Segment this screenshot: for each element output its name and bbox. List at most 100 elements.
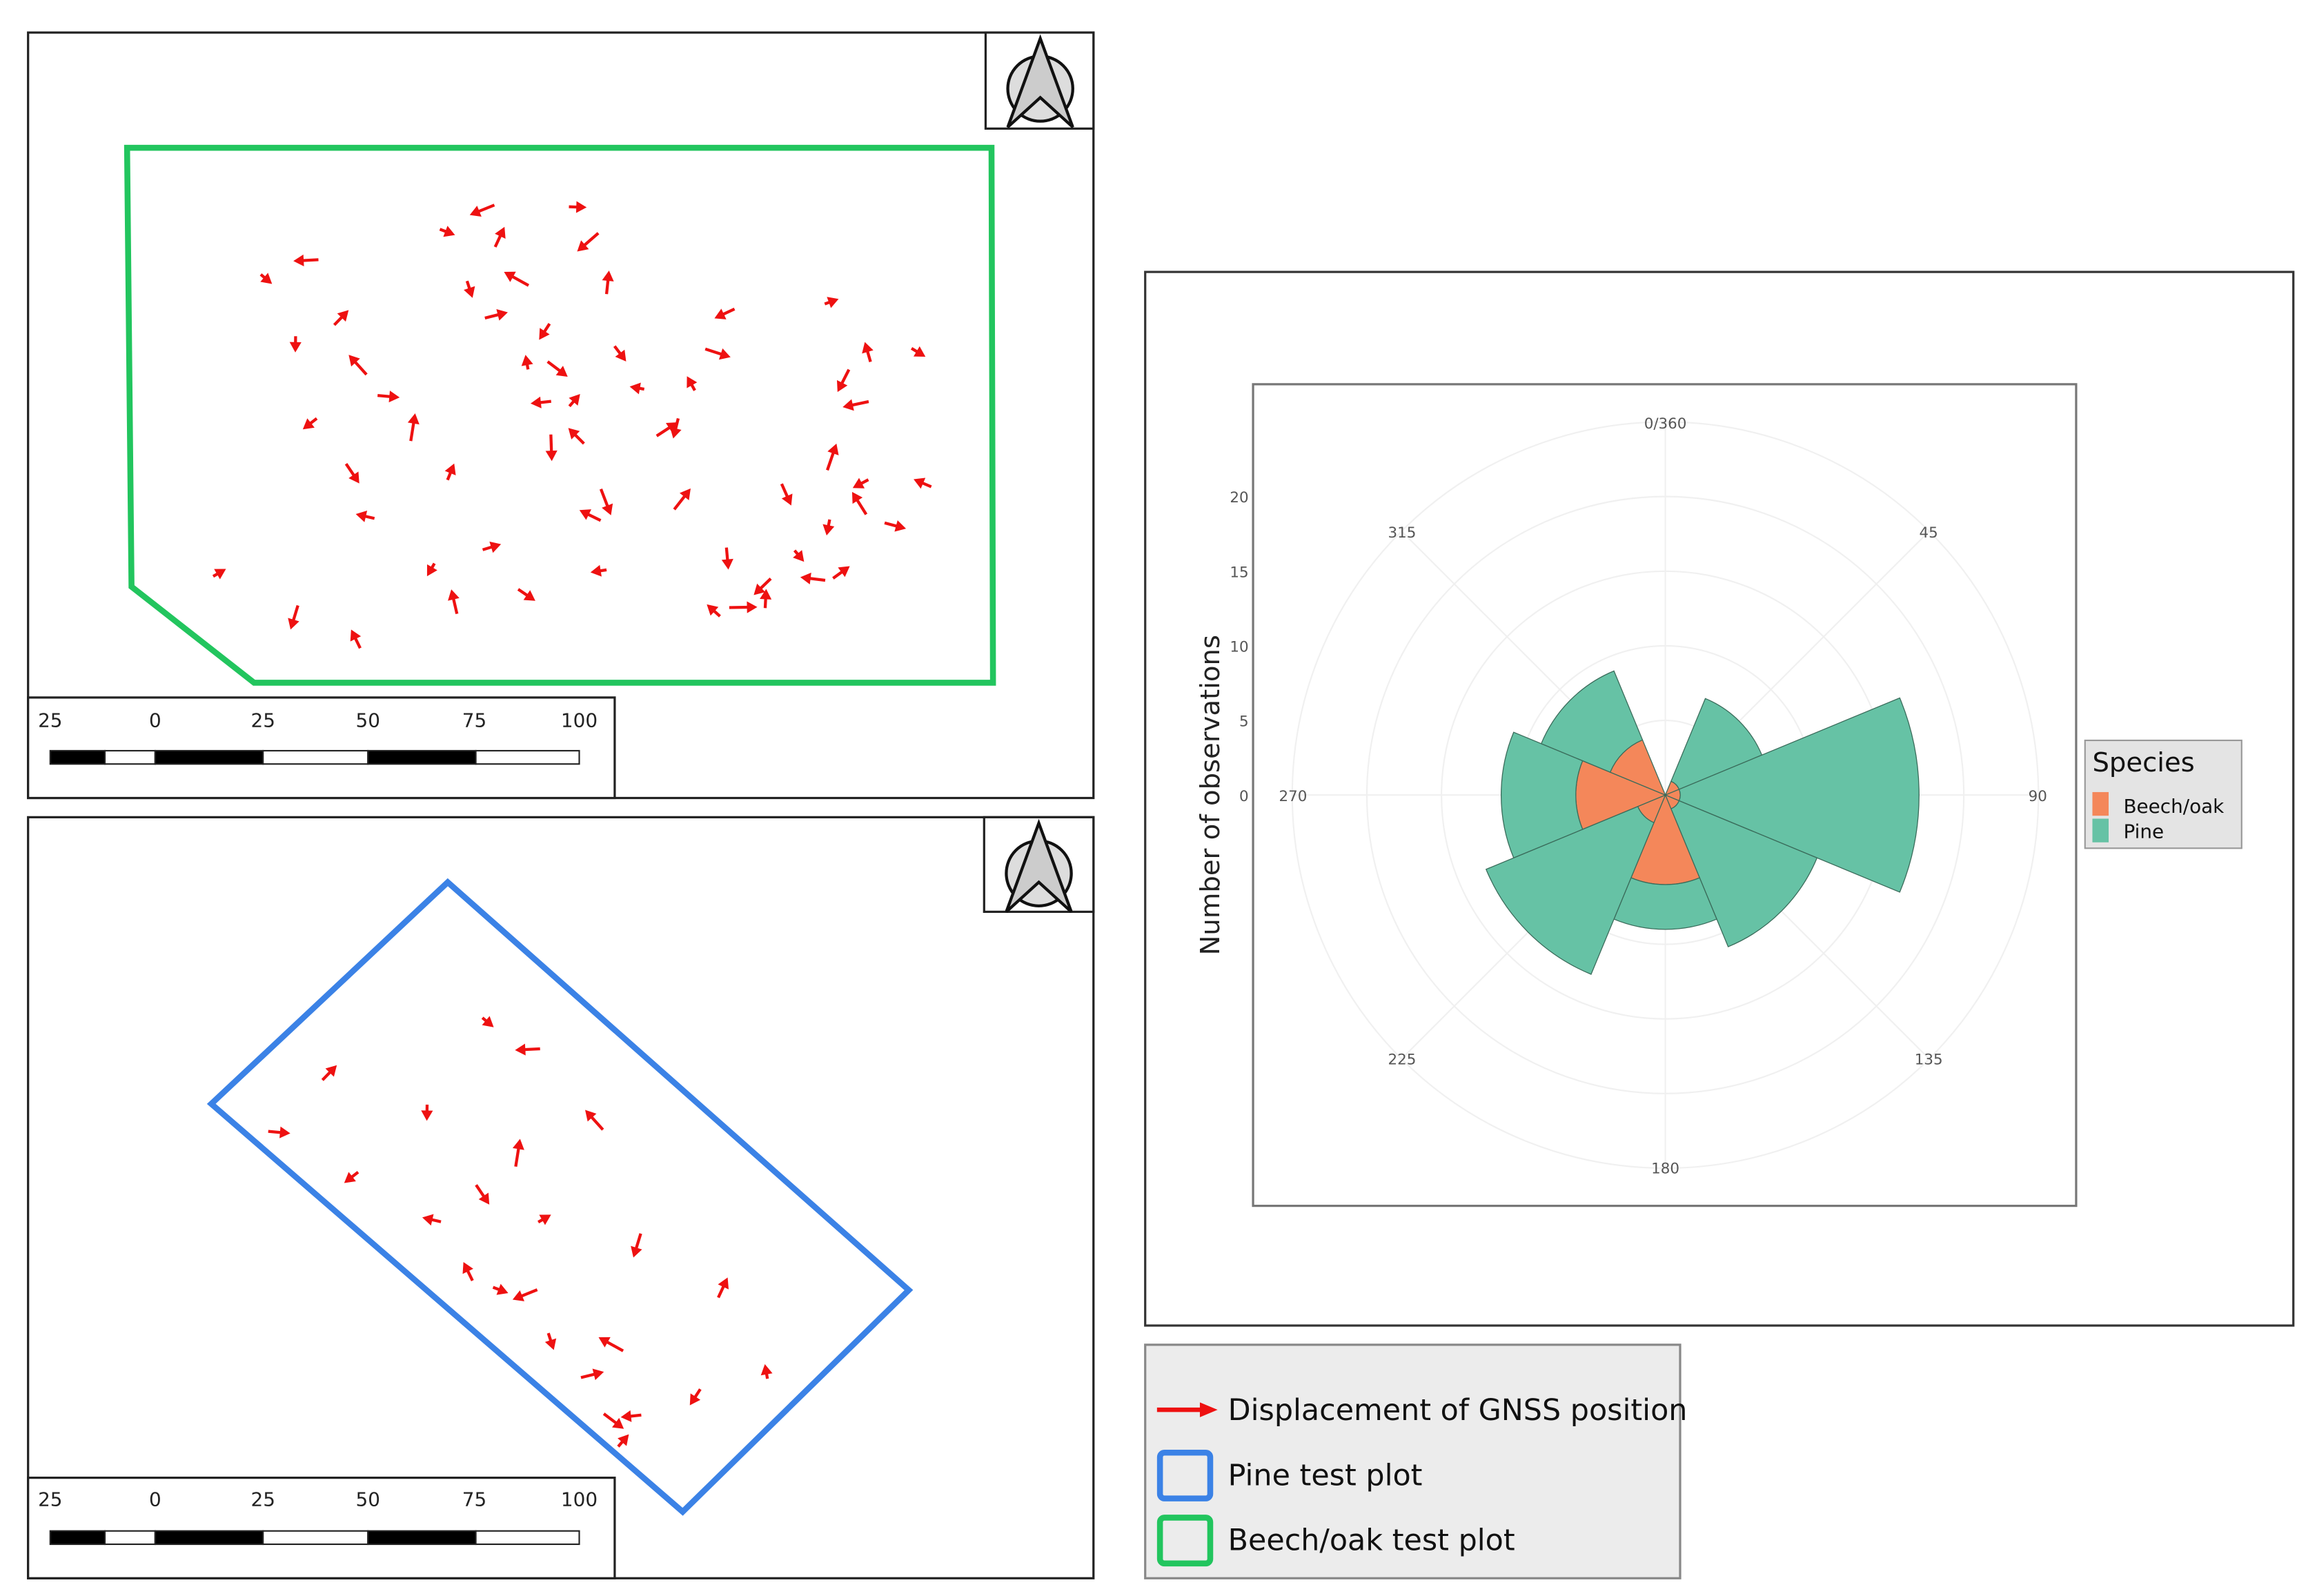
displacement-arrow — [729, 601, 758, 613]
displacement-arrow — [568, 393, 580, 408]
displacement-arrow — [884, 520, 907, 532]
wedge-pine — [1501, 731, 1584, 859]
displacement-arrow — [462, 1261, 474, 1281]
angle-label: 180 — [1651, 1160, 1679, 1177]
displacement-arrow — [620, 1410, 642, 1422]
displacement-arrow — [753, 577, 772, 595]
displacement-arrow — [530, 396, 551, 408]
displacement-arrow — [484, 308, 509, 321]
displacement-arrow — [569, 201, 587, 213]
displacement-arrow — [862, 342, 874, 362]
displacement-arrow — [259, 273, 273, 284]
beech-oak-map: 25 0 25 50 75 100 — [27, 31, 1095, 800]
legend-key-pine — [2092, 818, 2109, 843]
pine-plot-boundary — [206, 878, 914, 1516]
displacement-arrow — [673, 488, 691, 511]
scale-segment — [262, 1530, 369, 1546]
legend-key-beech-oak — [2092, 791, 2109, 816]
scale-label: 25 — [250, 1488, 275, 1510]
displacement-arrow — [629, 382, 645, 395]
displacement-arrow — [914, 477, 932, 489]
species-legend: Species Beech/oak Pine — [2084, 739, 2242, 849]
scale-segment — [103, 749, 156, 765]
displacement-arrow — [822, 519, 835, 536]
scale-label: 75 — [462, 709, 486, 732]
displacement-arrow — [439, 226, 455, 237]
angle-label: 225 — [1388, 1051, 1417, 1068]
y-tick-label: 20 — [1230, 489, 1248, 506]
displacement-arrow — [268, 1126, 290, 1139]
displacement-arrow — [599, 488, 613, 515]
displacement-arrow — [717, 1277, 729, 1299]
displacement-arrow — [407, 413, 420, 442]
displacement-arrow — [350, 629, 362, 649]
displacement-arrow — [824, 297, 839, 308]
displacement-arrow — [492, 1283, 509, 1295]
displacement-arrow — [721, 547, 733, 570]
scale-segment — [475, 749, 580, 765]
displacement-arrow — [512, 1139, 524, 1167]
wedges — [1485, 670, 1920, 975]
displacement-arrow — [689, 1388, 702, 1406]
displacement-arrow — [707, 604, 721, 618]
scale-label: 0 — [149, 1488, 161, 1510]
displacement-arrow — [426, 562, 437, 577]
displacement-arrow — [444, 463, 456, 481]
y-tick-label: 5 — [1239, 713, 1249, 731]
north-arrow-icon — [983, 816, 1095, 914]
displacement-arrow — [832, 566, 850, 580]
scale-labels: 25 0 25 50 75 100 — [38, 1488, 598, 1510]
displacement-arrow — [793, 549, 805, 562]
displacement-arrow — [448, 589, 460, 615]
displacement-arrow — [421, 1104, 433, 1121]
y-tick-label: 0 — [1239, 788, 1249, 805]
displacement-arrow — [293, 254, 319, 267]
blue-square-icon — [1156, 1449, 1214, 1501]
displacement-arrow — [422, 1214, 442, 1226]
displacement-arrow — [302, 417, 318, 430]
green-square-icon — [1156, 1515, 1214, 1567]
angle-label: 135 — [1915, 1051, 1943, 1068]
legend-label: Displacement of GNSS position — [1228, 1393, 1688, 1428]
y-axis-label: Number of observations — [1195, 635, 1226, 955]
scale-segment — [49, 749, 106, 765]
displacement-arrow — [852, 477, 869, 489]
scale-segment — [262, 749, 369, 765]
displacement-arrow — [538, 1214, 551, 1225]
displacement-arrow — [800, 572, 826, 584]
displacement-arrow — [482, 541, 502, 553]
wedge-pine — [1540, 670, 1644, 773]
displacement-arrow — [842, 399, 869, 411]
displacement-arrow — [613, 345, 627, 362]
displacement-arrow — [544, 1332, 557, 1350]
arrow-icon — [1156, 1402, 1218, 1417]
beech-oak-plot-boundary — [124, 144, 996, 686]
scale-label: 50 — [356, 1488, 380, 1510]
wedge-pine — [1670, 698, 1763, 790]
scale-label: 75 — [462, 1488, 486, 1510]
scale-labels: 25 0 25 50 75 100 — [38, 709, 598, 732]
displacement-arrow — [631, 1233, 642, 1258]
displacement-arrow — [580, 1368, 604, 1381]
displacement-arrow — [504, 271, 530, 287]
angle-label: 0/360 — [1644, 415, 1687, 433]
displacement-arrow — [826, 443, 839, 471]
displacement-arrow — [579, 509, 602, 522]
scale-bar: 25 0 25 50 75 100 — [27, 696, 616, 800]
scale-segment — [49, 1530, 106, 1546]
displacement-arrow — [545, 434, 558, 462]
scale-segment — [154, 1530, 264, 1546]
displacement-arrow — [517, 588, 535, 601]
displacement-arrow — [585, 1110, 604, 1131]
scale-label: 100 — [561, 1488, 598, 1510]
legend-label: Pine test plot — [1228, 1458, 1423, 1492]
wedge-pine — [1485, 805, 1655, 975]
displacement-arrow — [512, 1288, 538, 1301]
displacement-arrow — [344, 1170, 359, 1183]
scale-label: 25 — [250, 709, 275, 732]
scale-bar-segments — [49, 749, 580, 765]
displacement-arrow — [669, 417, 682, 439]
y-tick-label: 15 — [1230, 564, 1248, 581]
scale-label: 25 — [38, 1488, 62, 1510]
